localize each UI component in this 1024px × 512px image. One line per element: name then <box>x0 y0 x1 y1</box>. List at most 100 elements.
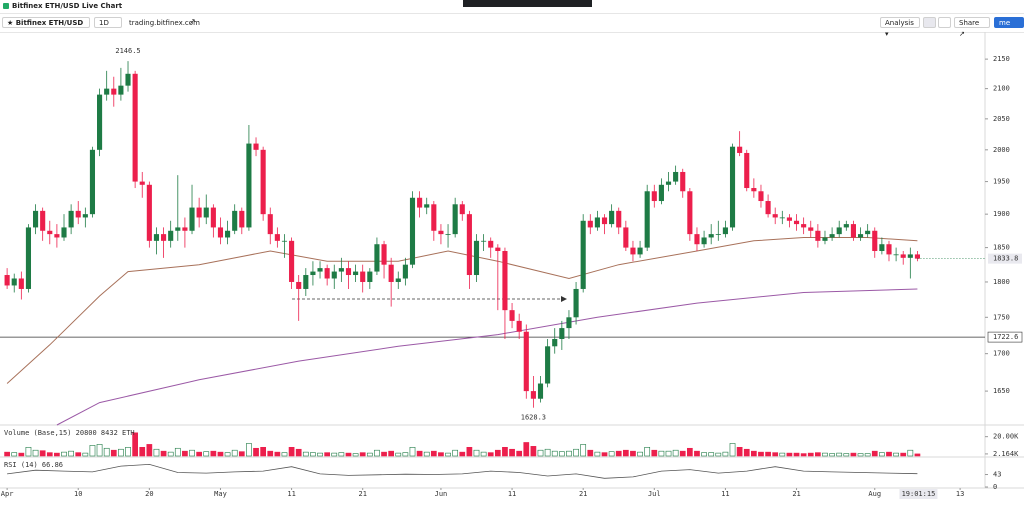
y-tick-label: 1650 <box>993 387 1010 395</box>
volume-bar <box>871 450 878 457</box>
candle-body <box>11 278 17 286</box>
candle-body <box>665 181 672 185</box>
share-button[interactable]: Share ↗ <box>954 17 990 38</box>
volume-bar <box>452 449 459 457</box>
volume-bar <box>594 451 601 457</box>
candle-body <box>424 204 430 208</box>
candle-body <box>40 210 46 231</box>
candle-body <box>616 210 622 228</box>
y-tick-label: 1750 <box>993 313 1010 321</box>
candle-body <box>345 268 352 276</box>
analysis-button[interactable]: Analysis ▾ <box>880 17 920 38</box>
measure-arrowhead <box>561 296 567 302</box>
candle-body <box>637 247 643 255</box>
volume-bar <box>338 452 345 457</box>
y-tick-label: 1950 <box>993 178 1010 186</box>
countdown-box <box>899 489 938 499</box>
volume-bar <box>822 452 828 457</box>
candle-body <box>111 88 117 95</box>
volume-bar <box>494 449 501 457</box>
candle-body <box>865 230 871 235</box>
volume-bar <box>352 453 359 457</box>
volume-bar <box>651 449 658 457</box>
candle-body <box>644 191 650 248</box>
candle-body <box>765 201 771 215</box>
volume-bar <box>331 452 338 457</box>
x-tick-label: Jul <box>648 490 661 498</box>
volume-bar <box>4 451 10 457</box>
y-tick-label: 1900 <box>993 210 1010 218</box>
volume-bar <box>324 452 331 457</box>
candle-body <box>914 254 920 259</box>
volume-bar <box>836 452 843 457</box>
candle-body <box>509 310 515 321</box>
volume-bar <box>530 446 537 457</box>
candle-body <box>900 254 906 258</box>
high-annotation: 2146.5 <box>115 47 140 55</box>
candle-body <box>502 251 508 311</box>
x-tick-label: 20 <box>145 490 153 498</box>
candle-body <box>104 88 110 95</box>
volume-bar <box>914 453 921 457</box>
volume-bar <box>317 452 323 457</box>
top-tab[interactable] <box>463 0 592 7</box>
candle-body <box>324 268 330 279</box>
symbol-button[interactable]: ★ Bitfinex ETH/USD <box>2 17 90 28</box>
volume-bar <box>466 446 473 457</box>
x-tick-label: 21 <box>358 490 366 498</box>
volume-bar <box>679 450 686 457</box>
y-tick-label: 1850 <box>993 244 1010 252</box>
volume-bar <box>637 451 643 457</box>
layout-button[interactable] <box>923 17 936 28</box>
interval-button[interactable]: 1D <box>94 17 122 28</box>
volume-bar <box>423 451 430 457</box>
candle-body <box>303 275 309 289</box>
level-label: 1722.6 <box>993 333 1018 341</box>
volume-bar <box>551 450 558 457</box>
candle-body <box>395 278 401 282</box>
volume-bar <box>686 447 693 457</box>
candle-body <box>274 234 280 241</box>
y-tick-label: 1800 <box>993 278 1010 286</box>
volume-bar <box>573 448 579 457</box>
volume-bar <box>310 452 316 457</box>
last-price-label: 1833.8 <box>993 255 1018 263</box>
x-tick-label: 11 <box>508 490 516 498</box>
symbol: Bitfinex ETH/USD <box>15 19 84 27</box>
draw-button[interactable] <box>938 17 951 28</box>
candle-body <box>573 288 579 318</box>
external-icon[interactable]: ↗ <box>189 17 196 26</box>
volume-bar <box>658 450 665 457</box>
candle-body <box>566 317 572 329</box>
candle-body <box>488 240 494 248</box>
link[interactable]: trading.bitfinex.com <box>129 19 200 27</box>
volume-bar <box>722 451 729 457</box>
candle-body <box>317 268 323 272</box>
rsi-tick-label: 43 <box>993 471 1001 479</box>
candle-body <box>374 244 380 272</box>
candle-body <box>651 191 657 202</box>
volume-bar <box>366 452 373 457</box>
average-line <box>6 237 918 384</box>
candle-body <box>409 197 416 265</box>
candle-body <box>431 204 437 231</box>
volume-bar <box>25 446 32 457</box>
candle-body <box>729 146 736 228</box>
volume-bar <box>32 449 39 457</box>
volume-bar <box>345 452 352 457</box>
volume-bar <box>395 452 402 457</box>
candle-body <box>687 191 693 235</box>
volume-bar <box>416 450 423 457</box>
candle-body <box>836 227 842 235</box>
candle-body <box>267 214 273 235</box>
candle-body <box>609 210 615 225</box>
volume-bar <box>68 450 74 457</box>
candle-body <box>459 204 465 215</box>
candle-body <box>210 207 216 228</box>
volume-bar <box>622 449 629 457</box>
candle-body <box>594 217 600 228</box>
candle-body <box>701 237 707 245</box>
volume-bar <box>125 446 131 457</box>
volume-bar <box>459 451 466 457</box>
last-price-box <box>988 253 1022 264</box>
